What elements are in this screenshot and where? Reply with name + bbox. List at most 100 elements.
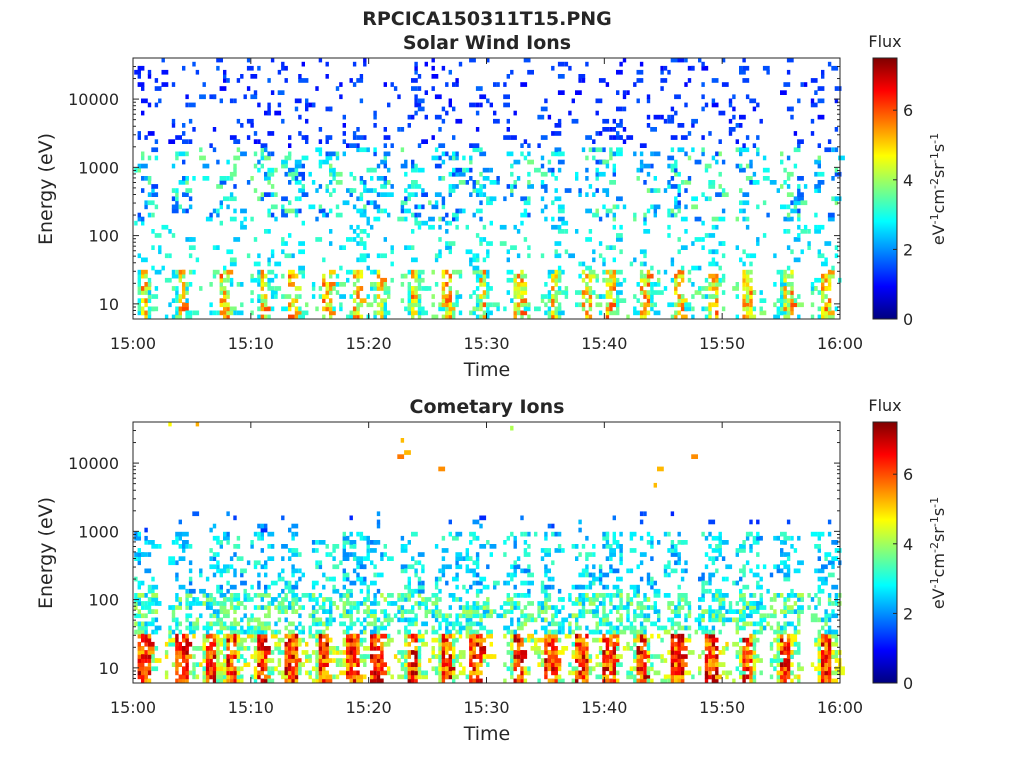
heatmap-cell <box>332 544 339 549</box>
heatmap-cell <box>449 290 452 295</box>
heatmap-cell <box>141 111 144 116</box>
heatmap-cell <box>674 164 677 169</box>
heatmap-cell <box>223 658 226 663</box>
heatmap-cell <box>667 180 670 185</box>
heatmap-cell <box>414 622 417 627</box>
heatmap-cell <box>783 609 786 614</box>
heatmap-cell <box>801 229 808 234</box>
heatmap-cell <box>278 630 281 635</box>
heatmap-cell <box>165 278 172 283</box>
heatmap-cell <box>350 609 353 614</box>
heatmap-cell <box>462 609 465 614</box>
heatmap-cell <box>561 605 564 610</box>
heatmap-cell <box>678 597 681 602</box>
heatmap-cell <box>777 646 780 651</box>
heatmap-cell <box>749 654 752 659</box>
heatmap-cell <box>295 286 302 291</box>
heatmap-cell <box>175 156 178 161</box>
heatmap-cell <box>708 630 711 635</box>
heatmap-cell <box>698 626 705 631</box>
heatmap-cell <box>144 622 147 627</box>
heatmap-cell <box>596 278 599 283</box>
heatmap-cell <box>558 225 561 230</box>
heatmap-cell <box>514 160 521 165</box>
heatmap-cell <box>452 270 455 275</box>
heatmap-cell <box>397 454 404 459</box>
heatmap-cell <box>602 573 609 578</box>
heatmap-cell <box>616 646 619 651</box>
heatmap-cell <box>592 156 595 161</box>
heatmap-cell <box>476 253 479 258</box>
heatmap-cell <box>637 99 640 104</box>
heatmap-cell <box>824 278 827 283</box>
heatmap-cell <box>637 593 640 598</box>
heatmap-cell <box>708 286 711 291</box>
heatmap-cell <box>760 613 767 618</box>
heatmap-cell <box>640 286 643 291</box>
heatmap-cell <box>790 286 793 291</box>
heatmap-cell <box>373 638 376 643</box>
heatmap-cell <box>373 152 376 157</box>
heatmap-cell <box>449 675 452 680</box>
heatmap-cell <box>141 638 144 643</box>
heatmap-cell <box>613 205 616 210</box>
heatmap-cell <box>175 593 178 598</box>
heatmap-cell <box>572 671 575 676</box>
heatmap-cell <box>476 188 483 193</box>
heatmap-cells <box>134 422 845 684</box>
heatmap-cell <box>356 634 359 639</box>
heatmap-cell <box>408 540 411 545</box>
heatmap-cell <box>708 573 715 578</box>
heatmap-cell <box>414 94 417 99</box>
heatmap-cell <box>705 671 708 676</box>
heatmap-cell <box>329 180 332 185</box>
heatmap-cell <box>179 642 182 647</box>
heatmap-cell <box>633 152 636 157</box>
heatmap-cell <box>797 139 804 144</box>
heatmap-cell <box>599 294 602 299</box>
heatmap-cell <box>438 622 441 627</box>
heatmap-cell <box>199 286 202 291</box>
heatmap-cell <box>360 99 363 104</box>
heatmap-cell <box>254 131 257 136</box>
heatmap-cell <box>172 188 175 193</box>
heatmap-cell <box>520 516 523 521</box>
heatmap-cell <box>155 646 158 651</box>
heatmap-cell <box>237 78 240 83</box>
heatmap-cell <box>370 675 373 680</box>
heatmap-cell <box>575 626 578 631</box>
heatmap-cell <box>773 609 776 614</box>
heatmap-cell <box>821 658 824 663</box>
heatmap-cell <box>760 290 763 295</box>
heatmap-cell <box>609 302 616 307</box>
heatmap-cell <box>404 274 407 279</box>
heatmap-cell <box>414 221 421 226</box>
heatmap-cell <box>517 658 520 663</box>
heatmap-cell <box>452 626 455 631</box>
heatmap-cell <box>459 172 466 177</box>
heatmap-cell <box>264 630 267 635</box>
heatmap-cell <box>257 168 260 173</box>
heatmap-cell <box>408 622 415 627</box>
heatmap-cell <box>551 286 554 291</box>
heatmap-cell <box>326 544 329 549</box>
heatmap-cell <box>746 164 749 169</box>
heatmap-cell <box>756 585 763 590</box>
heatmap-cell <box>589 597 592 602</box>
heatmap-cell <box>674 172 677 177</box>
heatmap-cell <box>698 666 701 671</box>
heatmap-cell <box>650 205 653 210</box>
heatmap-cell <box>671 618 674 623</box>
heatmap-cell <box>729 103 732 108</box>
heatmap-cell <box>544 282 547 287</box>
heatmap-cell <box>373 671 376 676</box>
heatmap-cell <box>643 290 646 295</box>
heatmap-cell <box>510 638 513 643</box>
heatmap-cell <box>616 589 623 594</box>
heatmap-cell <box>138 560 141 565</box>
heatmap-cell <box>151 192 158 197</box>
heatmap-cell <box>479 646 486 651</box>
heatmap-cell <box>312 613 315 618</box>
heatmap-cell <box>575 302 578 307</box>
heatmap-cell <box>681 675 684 680</box>
